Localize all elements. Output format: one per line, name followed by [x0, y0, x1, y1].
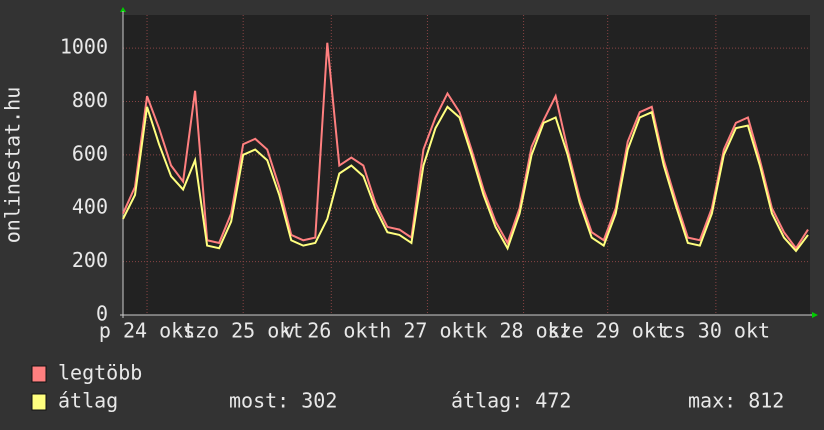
x-tick-label: sze 29 okt [547, 319, 667, 343]
legend-stat: max: 812 [688, 389, 784, 413]
y-tick-label: 0 [96, 302, 108, 326]
plot-area [123, 15, 810, 315]
axis-arrow [812, 312, 818, 318]
y-tick-label: 200 [72, 248, 108, 272]
y-tick-label: 400 [72, 195, 108, 219]
x-tick-label: k 28 okt [475, 319, 571, 343]
y-axis-label: onlinestat.hu [1, 87, 25, 244]
legend-label: átlag [58, 389, 118, 413]
y-tick-label: 1000 [60, 35, 108, 59]
x-tick-label: cs 30 okt [662, 319, 770, 343]
legend-label: legtöbb [58, 361, 142, 385]
y-tick-label: 800 [72, 88, 108, 112]
series-line [122, 42, 809, 251]
x-tick-label: p 24 okt [99, 319, 195, 343]
legend-stat: most: 302 [229, 389, 337, 413]
axis-arrow [120, 7, 126, 12]
legend-swatch [31, 393, 47, 411]
legend-stat: átlag: 472 [451, 389, 571, 413]
series-line [122, 105, 809, 253]
x-tick-label: h 27 okt [379, 319, 475, 343]
x-tick-label: v 26 okt [283, 319, 379, 343]
x-tick-label: szo 25 okt [183, 319, 303, 343]
legend-swatch [31, 365, 47, 383]
y-tick-label: 600 [72, 141, 108, 165]
